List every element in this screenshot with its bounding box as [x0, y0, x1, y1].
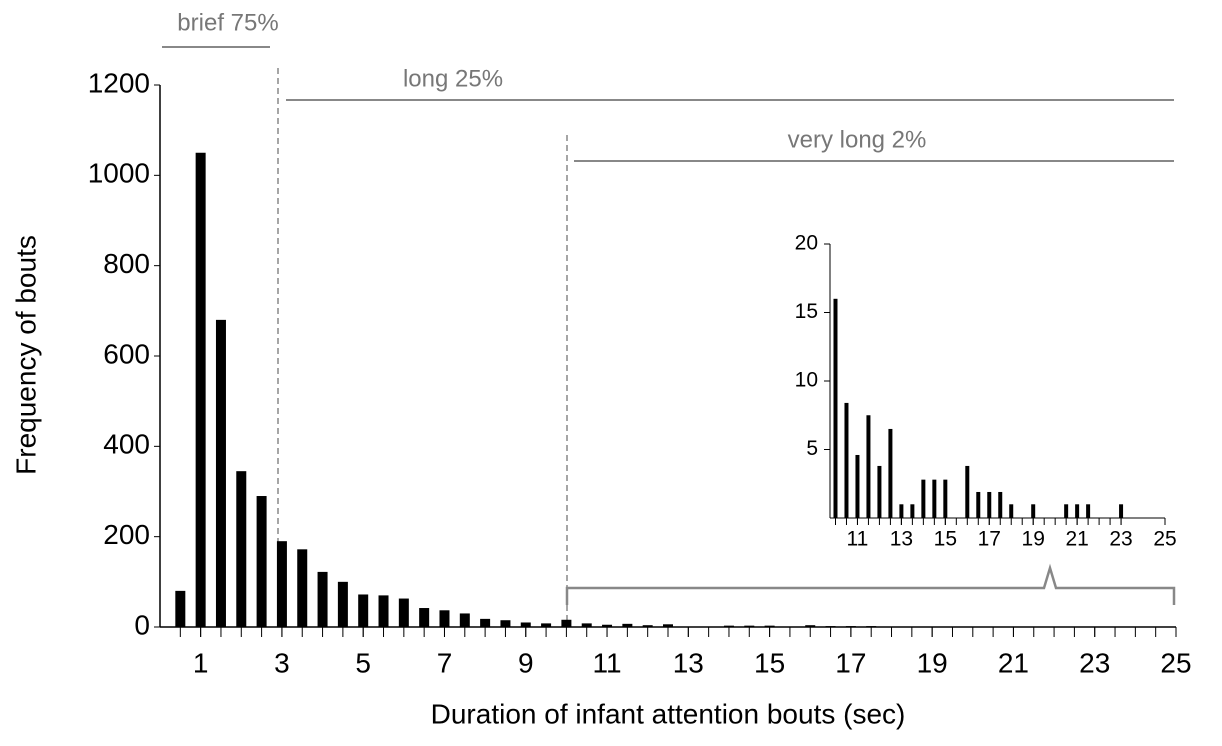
bar — [277, 541, 287, 627]
bar — [480, 619, 490, 627]
bar — [976, 492, 980, 518]
bar — [460, 613, 470, 627]
x-tick-label: 13 — [673, 647, 704, 678]
bar — [987, 492, 991, 518]
y-tick-label: 400 — [103, 429, 150, 460]
bar — [744, 626, 754, 627]
x-tick-label: 25 — [1160, 647, 1191, 678]
bar — [1031, 504, 1035, 518]
bar — [399, 599, 409, 627]
bar — [561, 620, 571, 627]
bar — [866, 415, 870, 518]
x-tick-label: 21 — [998, 647, 1029, 678]
bar — [439, 610, 449, 627]
bar — [379, 595, 389, 627]
x-axis-label: Duration of infant attention bouts (sec) — [431, 698, 906, 729]
bar — [1064, 504, 1068, 518]
x-tick-label: 3 — [274, 647, 290, 678]
y-tick-label: 20 — [795, 232, 818, 255]
bar — [643, 625, 653, 627]
y-axis-label: Frequency of bouts — [10, 235, 41, 475]
x-tick-label: 19 — [917, 647, 948, 678]
x-tick-label: 11 — [847, 528, 869, 551]
bar — [175, 591, 185, 627]
annotation: very long 2% — [788, 126, 927, 153]
bar — [724, 626, 734, 627]
bar — [297, 549, 307, 627]
bar — [1086, 504, 1090, 518]
y-tick-label: 10 — [795, 369, 818, 392]
bar — [998, 492, 1002, 518]
bar — [1075, 504, 1079, 518]
bar — [541, 623, 551, 627]
bar — [257, 496, 267, 627]
x-tick-label: 11 — [593, 647, 622, 678]
x-tick-label: 5 — [355, 647, 371, 678]
brace — [567, 568, 1174, 605]
bar — [216, 320, 226, 627]
bar — [236, 471, 246, 627]
annotation: long 25% — [403, 65, 503, 92]
bar — [663, 624, 673, 627]
bar — [1119, 504, 1123, 518]
y-tick-label: 600 — [103, 338, 150, 369]
x-tick-label: 17 — [978, 528, 1001, 551]
bar — [921, 480, 925, 518]
bar — [500, 620, 510, 627]
bar — [765, 626, 775, 627]
bar — [899, 504, 903, 518]
y-tick-label: 800 — [103, 248, 150, 279]
bar — [910, 504, 914, 518]
annotation: brief 75% — [177, 9, 278, 36]
bar — [965, 466, 969, 518]
bar — [582, 623, 592, 627]
x-tick-label: 23 — [1109, 528, 1132, 551]
bar — [419, 608, 429, 627]
y-tick-label: 1200 — [88, 67, 150, 98]
y-tick-label: 200 — [103, 519, 150, 550]
x-tick-label: 1 — [193, 647, 209, 678]
bar — [932, 480, 936, 518]
x-tick-label: 21 — [1065, 528, 1088, 551]
x-tick-label: 15 — [754, 647, 785, 678]
bar — [846, 626, 856, 627]
x-tick-label: 15 — [934, 528, 957, 551]
x-tick-label: 19 — [1022, 528, 1045, 551]
bar — [338, 582, 348, 627]
x-tick-label: 23 — [1079, 647, 1110, 678]
bar — [358, 594, 368, 627]
bar — [855, 455, 859, 518]
bar — [1009, 504, 1013, 518]
bar — [196, 153, 206, 627]
x-tick-label: 13 — [890, 528, 913, 551]
bar — [826, 626, 836, 627]
bar — [866, 626, 876, 627]
bar — [602, 625, 612, 627]
bar — [318, 572, 328, 627]
bar — [943, 480, 947, 518]
y-tick-label: 5 — [806, 437, 818, 460]
y-tick-label: 15 — [795, 300, 818, 323]
x-tick-label: 25 — [1153, 528, 1176, 551]
bar — [622, 624, 632, 627]
bar — [877, 466, 881, 518]
x-tick-label: 17 — [835, 647, 866, 678]
bar — [888, 429, 892, 518]
y-tick-label: 1000 — [88, 158, 150, 189]
x-tick-label: 9 — [518, 647, 534, 678]
bar — [805, 625, 815, 627]
bar — [521, 622, 531, 627]
x-tick-label: 7 — [437, 647, 453, 678]
bar — [833, 299, 837, 518]
y-tick-label: 0 — [134, 609, 150, 640]
bar — [844, 403, 848, 518]
